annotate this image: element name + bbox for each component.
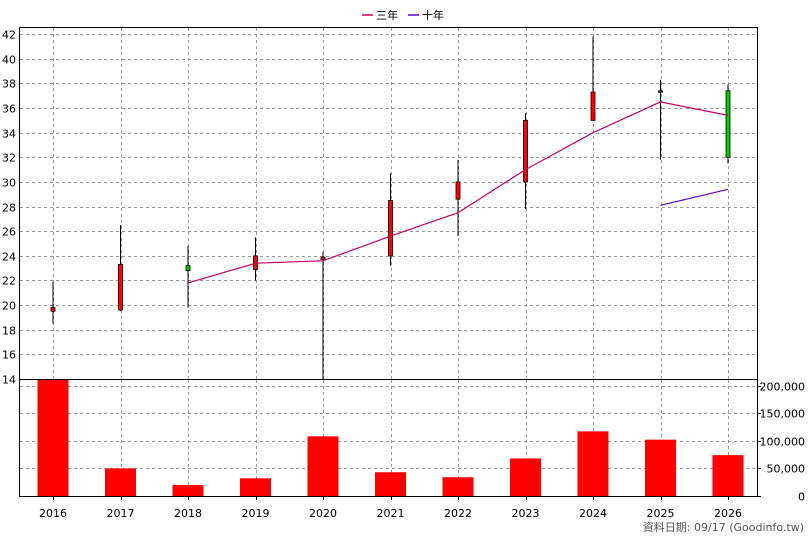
volume-bar [645, 439, 676, 496]
price-tick-label: 14 [2, 374, 16, 387]
price-tick-label: 20 [2, 300, 16, 313]
x-tick-label: 2024 [579, 507, 607, 520]
x-tick-label: 2025 [647, 507, 675, 520]
price-tick-label: 40 [2, 54, 16, 67]
x-tick-label: 2018 [174, 507, 202, 520]
candle-body [50, 307, 56, 312]
volume-tick-label: 0 [798, 491, 805, 504]
x-tick-label: 2019 [242, 507, 270, 520]
price-tick-label: 24 [2, 251, 16, 264]
x-tick-label: 2022 [444, 507, 472, 520]
volume-bar [577, 431, 609, 496]
x-tick-label: 2017 [107, 507, 135, 520]
candle-body [388, 200, 393, 257]
footer-source: 資料日期: 09/17 (Goodinfo.tw) [643, 520, 804, 534]
volume-bar [442, 477, 474, 496]
x-tick-label: 2016 [39, 507, 67, 520]
price-tick-label: 22 [2, 275, 16, 288]
x-tick-label: 2026 [714, 507, 742, 520]
candle [50, 281, 56, 324]
candle-body [725, 90, 731, 158]
candle-body [320, 256, 326, 260]
volume-bars [37, 380, 744, 496]
volume-tick-label: 100,000 [760, 436, 806, 449]
price-tick-label: 18 [2, 325, 16, 338]
price-tick-label: 32 [2, 152, 16, 165]
volume-bar [375, 472, 406, 496]
candle-body [523, 119, 528, 183]
volume-panel-frame [19, 379, 758, 497]
average-line-3yr [187, 101, 729, 284]
average-lines [187, 101, 729, 284]
candle [725, 84, 731, 164]
price-tick-label: 38 [2, 78, 16, 91]
price-tick-label: 28 [2, 202, 16, 215]
legend: 三年 十年 [362, 8, 444, 22]
volume-bar [240, 478, 271, 496]
price-tick-label: 34 [2, 128, 16, 141]
x-tick-label: 2021 [377, 507, 405, 520]
average-line-10yr [660, 188, 729, 206]
legend-label-10yr: 十年 [422, 8, 444, 22]
candle [320, 252, 326, 379]
candle [523, 112, 528, 210]
price-tick-label: 36 [2, 103, 16, 116]
price-tick-label: 26 [2, 226, 16, 239]
price-y-axis: 14 16 18 20 22 24 26 28 30 32 34 36 38 40 42 [2, 29, 16, 387]
candle-body [658, 90, 663, 93]
candle [590, 36, 596, 121]
volume-tick-label: 150,000 [760, 408, 806, 421]
candles [50, 36, 731, 379]
candle-body [118, 264, 123, 311]
volume-bar [37, 380, 69, 496]
x-tick-label: 2020 [309, 507, 337, 520]
candle [658, 79, 663, 160]
volume-bar [712, 455, 744, 496]
volume-y-axis: 0 50,000 100,000 150,000 200,000 [757, 381, 805, 504]
candle [455, 159, 461, 237]
volume-bar [172, 484, 204, 496]
volume-bar [307, 436, 339, 496]
legend-label-3yr: 三年 [376, 8, 398, 22]
price-tick-label: 42 [2, 29, 16, 42]
x-axis: 2016 2017 2018 2019 2020 2021 2022 2023 2024 2025… [39, 496, 742, 520]
volume-bar [510, 458, 541, 496]
volume-bar [105, 468, 136, 496]
candle-body [185, 265, 191, 272]
candle-body [455, 181, 461, 200]
price-tick-label: 30 [2, 177, 16, 190]
candle-body [590, 91, 596, 121]
volume-tick-label: 200,000 [760, 381, 806, 394]
candle [185, 245, 191, 308]
price-tick-label: 16 [2, 349, 16, 362]
candle [118, 225, 123, 312]
candle [388, 173, 393, 266]
volume-tick-label: 50,000 [767, 463, 806, 476]
x-tick-label: 2023 [512, 507, 540, 520]
